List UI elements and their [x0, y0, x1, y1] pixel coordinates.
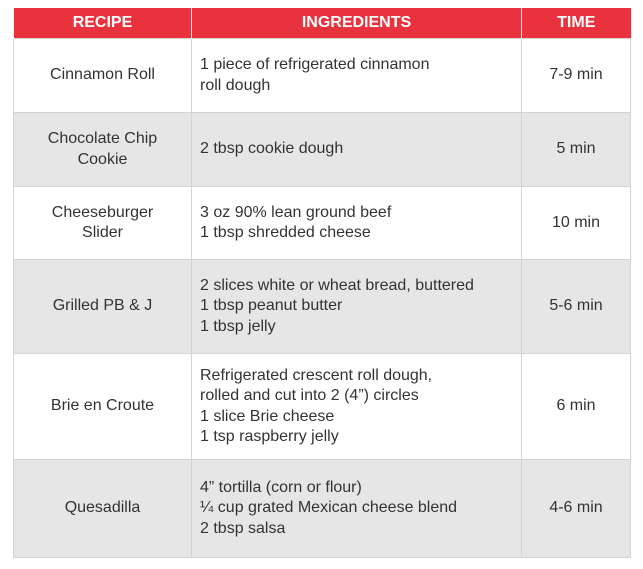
header-cell: INGREDIENTS — [191, 8, 522, 39]
recipe-line: Grilled PB & J — [52, 297, 153, 315]
header-cell: TIME — [521, 8, 631, 39]
recipe-table: RECIPE INGREDIENTS TIME Cinnamon Roll 1 pie… — [13, 8, 631, 558]
recipe-cell: Cinnamon Roll — [13, 38, 192, 113]
ingredient-line: 2 tbsp cookie dough — [200, 140, 344, 158]
recipe-line: Cinnamon Roll — [50, 66, 155, 84]
table-row: Grilled PB & J 2 slices white or wheat br… — [13, 259, 631, 354]
ingredient-line: roll dough — [200, 76, 271, 94]
time-cell: 6 min — [521, 353, 631, 460]
ingredient-line: 2 tbsp salsa — [200, 519, 286, 537]
header-row: RECIPE INGREDIENTS TIME — [13, 8, 631, 39]
ingredients-cell: Refrigerated crescent roll dough, rolled … — [191, 353, 522, 460]
ingredients-cell: 2 tbsp cookie dough — [191, 112, 522, 187]
ingredient-line: ¼ cup grated Mexican cheese blend — [200, 499, 458, 517]
recipe-line: Brie en Croute — [50, 397, 155, 415]
recipe-line: Chocolate Chip — [47, 130, 158, 147]
header-cell: RECIPE — [13, 8, 192, 39]
ingredient-line: 1 tsp raspberry jelly — [200, 428, 339, 445]
ingredient-line: 2 slices white or wheat bread, buttered — [200, 276, 474, 294]
recipe-line: Cheeseburger — [51, 203, 154, 221]
ingredient-line: 1 tbsp shredded cheese — [200, 224, 371, 241]
ingredient-line: rolled and cut into 2 (4”) circles — [200, 387, 419, 404]
table-row: Brie en Croute Refrigerated crescent roll… — [13, 353, 631, 460]
recipe-cell: Chocolate Chip Cookie — [13, 112, 192, 187]
time-cell: 5-6 min — [521, 259, 631, 354]
recipe-cell: Quesadilla — [13, 459, 192, 558]
ingredient-line: 1 tbsp peanut butter — [200, 297, 343, 315]
ingredient-line: 3 oz 90% lean ground beef — [200, 203, 392, 221]
ingredient-line: 1 tbsp jelly — [200, 317, 276, 335]
ingredient-line: 1 slice Brie cheese — [200, 407, 335, 425]
table-body: Cinnamon Roll 1 piece of refrigerated cin… — [13, 38, 631, 558]
time-cell: 7-9 min — [521, 38, 631, 113]
recipe-cell: Brie en Croute — [13, 353, 192, 460]
table-row: Cinnamon Roll 1 piece of refrigerated cin… — [13, 38, 631, 113]
recipe-line: Slider — [82, 224, 123, 241]
ingredient-line: Refrigerated crescent roll dough, — [200, 366, 433, 384]
time-cell: 4-6 min — [521, 459, 631, 558]
time-cell: 5 min — [521, 112, 631, 187]
recipe-cell: Cheeseburger Slider — [13, 186, 192, 260]
ingredient-line: 4” tortilla (corn or flour) — [200, 478, 362, 496]
ingredients-cell: 4” tortilla (corn or flour) ¼ cup grated … — [191, 459, 522, 558]
table-row: Quesadilla 4” tortilla (corn or flour) ¼ c… — [13, 459, 631, 558]
table-row: Cheeseburger Slider 3 oz 90% lean ground b… — [13, 186, 631, 260]
ingredients-cell: 2 slices white or wheat bread, buttered 1… — [191, 259, 522, 354]
ingredients-cell: 1 piece of refrigerated cinnamon roll dou… — [191, 38, 522, 113]
time-cell: 10 min — [521, 186, 631, 260]
ingredients-cell: 3 oz 90% lean ground beef 1 tbsp shredded… — [191, 186, 522, 260]
recipe-line: Cookie — [77, 150, 128, 168]
table-row: Chocolate Chip Cookie 2 tbsp cookie dough 5… — [13, 112, 631, 187]
recipe-line: Quesadilla — [64, 499, 141, 517]
recipe-cell: Grilled PB & J — [13, 259, 192, 354]
ingredient-line: 1 piece of refrigerated cinnamon — [200, 56, 430, 73]
